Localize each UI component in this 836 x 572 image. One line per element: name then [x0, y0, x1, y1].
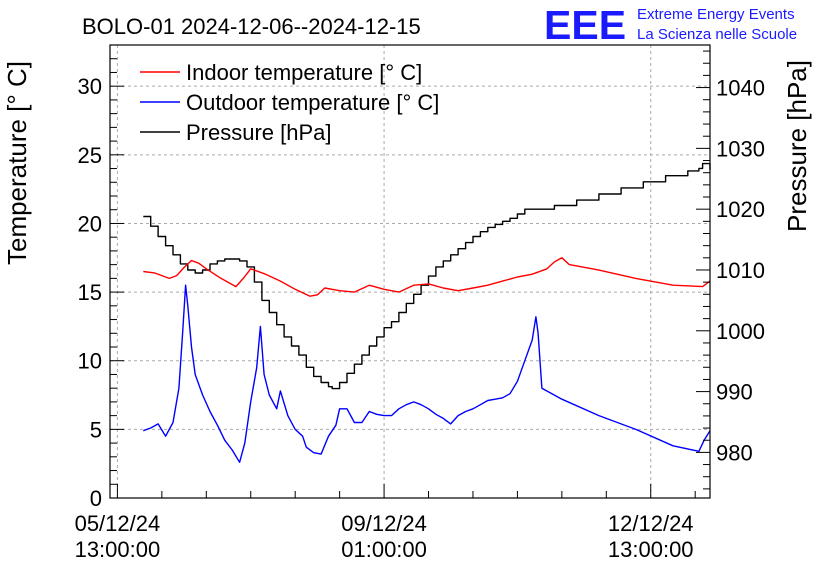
y2-tick-label: 1030	[716, 136, 765, 161]
y2-tick-label: 1040	[716, 76, 765, 101]
legend-outdoor-label: Outdoor temperature [° C]	[186, 90, 439, 115]
y-tick-label: 0	[90, 486, 102, 511]
y-tick-label: 5	[90, 417, 102, 442]
y-axis-label: Temperature [° C]	[2, 61, 32, 265]
x-tick-label-time: 13:00:00	[608, 537, 694, 562]
series-line-indoor	[143, 257, 711, 297]
legend-indoor-label: Indoor temperature [° C]	[186, 60, 422, 85]
brand-line-1: Extreme Energy Events	[637, 6, 795, 23]
x-tick-label-date: 09/12/24	[341, 511, 427, 536]
y-tick-label: 15	[78, 280, 102, 305]
ticks: 0 5 10 15 20 25 30 980 990 1000 1010 1020 1030 1040 05…	[75, 44, 765, 562]
legend-pressure-label: Pressure [hPa]	[186, 120, 332, 145]
chart-title: BOLO-01 2024-12-06--2024-12-15	[82, 14, 421, 39]
y-tick-label: 20	[78, 211, 102, 236]
grid	[110, 45, 710, 498]
eee-logo: EEE	[544, 2, 626, 48]
y2-tick-label: 990	[716, 380, 753, 405]
series-line-pressure	[143, 162, 711, 390]
y-tick-label: 25	[78, 143, 102, 168]
x-tick-label-date: 12/12/24	[608, 511, 694, 536]
series-layer	[143, 162, 711, 463]
x-tick-label-time: 13:00:00	[75, 537, 161, 562]
x-tick-label-time: 01:00:00	[341, 537, 427, 562]
series-line-outdoor	[143, 284, 711, 463]
brand-line-2: La Scienza nelle Scuole	[637, 26, 797, 43]
plot-frame	[109, 44, 711, 499]
y2-tick-label: 1020	[716, 197, 765, 222]
y2-axis-label: Pressure [hPa]	[782, 60, 812, 232]
y2-tick-label: 1000	[716, 319, 765, 344]
y-tick-label: 30	[78, 74, 102, 99]
y-tick-label: 10	[78, 349, 102, 374]
y2-tick-label: 1010	[716, 258, 765, 283]
y2-tick-label: 980	[716, 440, 753, 465]
x-tick-label-date: 05/12/24	[75, 511, 161, 536]
legend: Indoor temperature [° C] Outdoor tempera…	[140, 60, 439, 145]
